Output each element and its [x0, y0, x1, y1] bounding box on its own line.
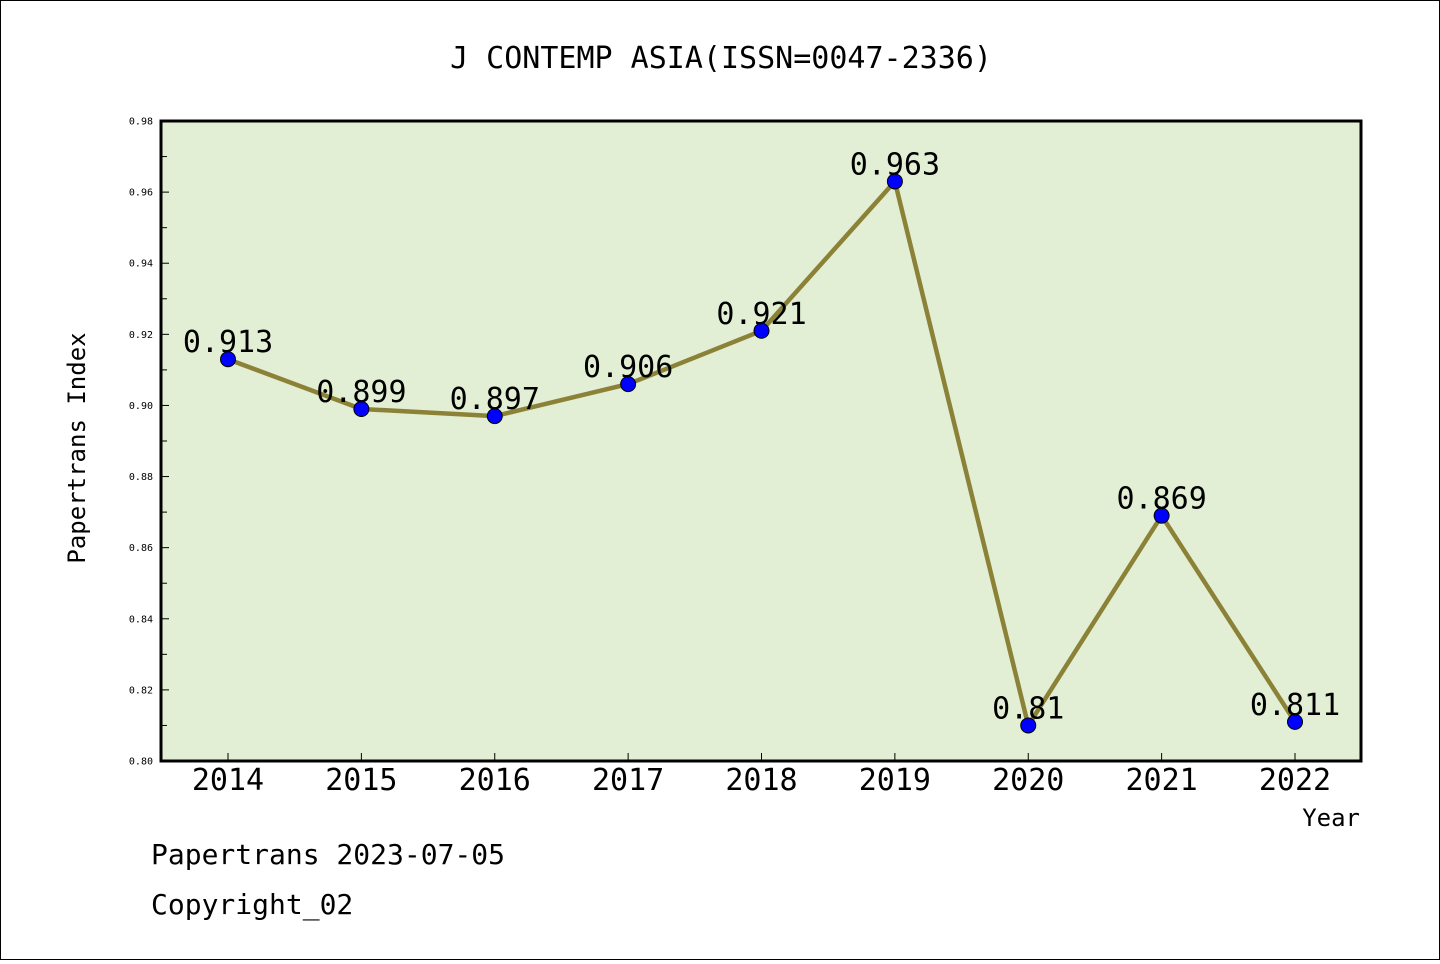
y-tick-label: 0.86: [129, 543, 153, 554]
footer-date: Papertrans 2023-07-05: [151, 838, 505, 871]
y-axis: 0.80 0.82 0.84 0.86 0.88 0.90 0.92 0.94 0.96 0.98: [129, 117, 169, 768]
data-label: 0.913: [183, 325, 273, 360]
data-label: 0.963: [850, 147, 940, 182]
x-tick-label: 2018: [725, 763, 797, 798]
data-point: [220, 351, 236, 368]
data-point: [753, 322, 770, 339]
data-label: 0.869: [1116, 482, 1206, 517]
data-point: [886, 173, 903, 190]
data-label: 0.897: [450, 382, 540, 417]
x-axis: 2014 2015 2016 2017 2018 2019 2020 2021 2022: [192, 753, 1331, 798]
y-tick-label: 0.92: [129, 330, 153, 341]
x-tick-label: 2022: [1259, 763, 1331, 798]
plot-border: [159, 119, 1363, 763]
data-label: 0.81: [992, 691, 1064, 726]
series-group: [220, 173, 1303, 734]
x-tick-label: 2015: [325, 763, 397, 798]
data-point: [620, 376, 637, 393]
data-point: [1153, 507, 1170, 524]
data-point: [1020, 717, 1037, 734]
x-tick-label: 2019: [859, 763, 931, 798]
x-tick-label: 2014: [192, 763, 264, 798]
y-tick-label: 0.90: [129, 401, 153, 412]
y-tick-label: 0.84: [129, 614, 153, 625]
x-tick-label: 2016: [459, 763, 531, 798]
x-tick-label: 2020: [992, 763, 1064, 798]
data-point: [486, 408, 503, 425]
x-tick-label: 2021: [1126, 763, 1198, 798]
data-point: [1287, 713, 1303, 730]
y-tick-label: 0.80: [129, 757, 153, 768]
footer-copyright: Copyright_02: [151, 888, 353, 922]
data-label: 0.921: [716, 297, 806, 332]
data-label: 0.906: [583, 350, 673, 385]
x-tick-label: 2017: [592, 763, 664, 798]
y-tick-label: 0.98: [129, 117, 153, 128]
y-tick-label: 0.94: [129, 259, 153, 270]
y-tick-label: 0.82: [129, 685, 153, 696]
data-point: [353, 401, 370, 417]
x-axis-label: Year: [1302, 804, 1360, 832]
y-axis-label: Papertrans Index: [63, 332, 91, 563]
plot-area: [161, 121, 1361, 761]
y-tick-label: 0.88: [129, 472, 153, 483]
y-tick-label: 0.96: [129, 188, 153, 199]
data-label: 0.899: [316, 375, 406, 410]
data-labels: 0.913 0.899 0.897 0.906 0.921 0.963 0.81 0.869 0…: [183, 147, 1340, 726]
chart-title: J CONTEMP ASIA(ISSN=0047-2336): [450, 41, 992, 76]
data-label: 0.811: [1250, 688, 1340, 723]
